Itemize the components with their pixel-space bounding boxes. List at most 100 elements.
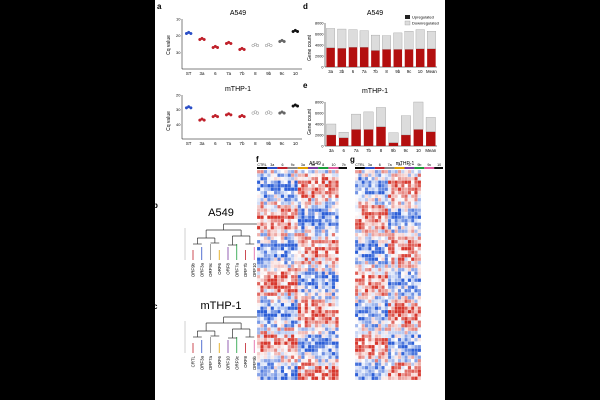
g-heat-cell <box>414 271 418 276</box>
g-heat-cell <box>368 215 372 220</box>
g-heat-cell <box>358 327 362 332</box>
f-heat-cell <box>280 253 285 258</box>
g-heat-cell <box>384 253 389 258</box>
f-heat-cell <box>321 334 326 339</box>
f-heat-cell <box>297 229 302 234</box>
f-heat-cell <box>314 197 319 202</box>
g-heat-cell <box>404 208 408 213</box>
g-heat-cell <box>397 281 402 286</box>
g-heat-cell <box>384 372 389 377</box>
f-heat-cell <box>331 288 336 293</box>
g-heat-cell <box>384 215 389 220</box>
g-heat-cell <box>401 313 405 318</box>
f-heat-cell <box>314 278 319 283</box>
g-heat-cell <box>397 253 402 258</box>
g-heat-cell <box>381 292 385 297</box>
g-heat-cell <box>371 211 375 216</box>
f-heat-cell <box>335 246 339 251</box>
f-heat-cell <box>270 351 275 356</box>
g-heat-cell <box>368 204 372 209</box>
f-heat-cell <box>280 288 285 293</box>
g-heat-cell <box>384 355 389 360</box>
g-heat-cell <box>354 197 359 202</box>
f-heat-cell <box>297 264 302 269</box>
f-heat-cell <box>280 292 285 297</box>
g-heat-cell <box>414 190 418 195</box>
g-heat-group-label: 7b <box>398 163 402 167</box>
g-heat-cell <box>361 281 365 286</box>
g-heat-cell <box>397 274 402 279</box>
f-heat-cell <box>280 348 285 353</box>
g-heat-cell <box>358 218 362 223</box>
f-heat-cell <box>331 190 336 195</box>
d-chart-ytick: 2000 <box>315 55 323 59</box>
f-heat-cell <box>277 169 281 174</box>
g-heat-cell <box>361 372 365 377</box>
f-heat-cell <box>290 232 295 237</box>
f-heat-cell <box>287 292 292 297</box>
f-heat-cell <box>318 309 322 314</box>
g-heat-cell <box>407 295 412 300</box>
f-heat-cell <box>277 246 281 251</box>
g-heat-cell <box>381 281 385 286</box>
g-heat-cell <box>401 302 405 307</box>
e-chart-xtick: 6 <box>342 148 345 153</box>
g-heat-cell <box>387 281 392 286</box>
f-heat-cell <box>328 180 332 185</box>
f-heat-cell <box>256 337 261 342</box>
c-tree-leaf-label: ORF7a <box>208 355 213 370</box>
f-heat-cell <box>314 267 319 272</box>
g-heat-cell <box>358 190 362 195</box>
g-heat-cell <box>387 201 392 206</box>
f-heat-cell <box>307 257 312 262</box>
f-heat-cell <box>328 183 332 188</box>
d-chart-bar-down <box>326 28 336 48</box>
f-heat-cell <box>277 183 281 188</box>
g-heat-cell <box>387 229 392 234</box>
g-heat-cell <box>358 250 362 255</box>
f-heat-cell <box>318 194 322 199</box>
f-heat-cell <box>277 180 281 185</box>
g-heat-cell <box>371 229 375 234</box>
g-heat-cell <box>397 264 402 269</box>
g-heat-cell <box>368 246 372 251</box>
f-heat-cell <box>294 281 298 286</box>
f-heat-cell <box>290 302 295 307</box>
f-heat-cell <box>335 180 339 185</box>
g-heat-cell <box>368 253 372 258</box>
f-heat-cell <box>335 194 339 199</box>
f-heat-cell <box>270 211 275 216</box>
f-heat-cell <box>311 288 315 293</box>
f-heat-cell <box>263 183 268 188</box>
g-heat-cell <box>358 369 362 374</box>
f-heat-cell <box>297 239 302 244</box>
g-heat-cell <box>354 180 359 185</box>
g-heat-cell <box>358 243 362 248</box>
f-heat-cell <box>287 309 292 314</box>
f-heat-cell <box>301 239 305 244</box>
g-heat-cell <box>384 211 389 216</box>
g-heat-cell <box>401 253 405 258</box>
g-heat-cell <box>364 271 369 276</box>
g-heat-cell <box>387 309 392 314</box>
f-heat-cell <box>263 239 268 244</box>
f-heat-cell <box>328 211 332 216</box>
g-heat-cell <box>384 243 389 248</box>
f-heat-cell <box>307 260 312 265</box>
f-heat-cell <box>311 197 315 202</box>
f-heat-cell <box>311 267 315 272</box>
g-heat-cell <box>411 320 415 325</box>
f-heat-cell <box>260 337 264 342</box>
f-heat-cell <box>287 355 292 360</box>
f-heat-cell <box>301 292 305 297</box>
g-heat-cell <box>368 173 372 178</box>
g-heat-cell <box>387 288 392 293</box>
f-heat-cell <box>273 264 278 269</box>
g-heat-cell <box>364 295 369 300</box>
f-heat-cell <box>256 316 261 321</box>
f-heat-cell <box>280 358 285 363</box>
g-heat-cell <box>414 260 418 265</box>
f-heat-cell <box>284 288 288 293</box>
g-heat-cell <box>361 236 365 241</box>
g-heat-cell <box>411 299 415 304</box>
